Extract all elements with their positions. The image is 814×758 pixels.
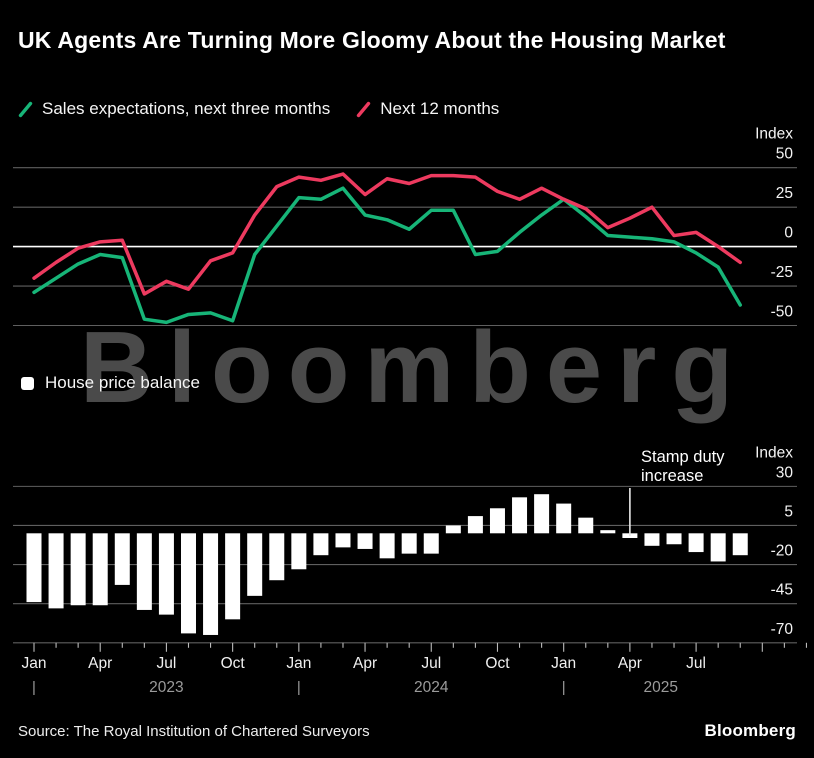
bloomberg-watermark: Bloomberg bbox=[80, 312, 749, 424]
price-balance-bar bbox=[357, 533, 373, 549]
month-label: Apr bbox=[88, 655, 112, 672]
bottom-chart-axis-label: -70 bbox=[771, 621, 794, 638]
top-chart-axis-label: -25 bbox=[771, 264, 793, 281]
stamp-duty-annotation-line2: increase bbox=[641, 467, 704, 485]
price-balance-bar bbox=[92, 533, 108, 606]
source-caption: Source: The Royal Institution of Charter… bbox=[18, 723, 370, 740]
top-chart-axis-label: 50 bbox=[776, 146, 794, 163]
month-label: Oct bbox=[485, 655, 510, 672]
price-balance-bar bbox=[401, 533, 417, 554]
price-balance-bar bbox=[247, 533, 263, 596]
price-balance-bar bbox=[48, 533, 64, 609]
stamp-duty-annotation: Stamp duty increase bbox=[641, 448, 724, 486]
price-balance-bar bbox=[467, 516, 483, 534]
price-balance-bar bbox=[269, 533, 285, 581]
month-label: Oct bbox=[221, 655, 246, 672]
price-balance-bar bbox=[379, 533, 395, 559]
price-balance-bar bbox=[732, 533, 748, 556]
year-separator: | bbox=[297, 679, 301, 696]
pink-slash-icon bbox=[357, 101, 371, 117]
price-balance-bar bbox=[644, 533, 660, 546]
price-balance-bar bbox=[578, 517, 594, 534]
price-balance-bar bbox=[136, 533, 152, 610]
price-balance-bar bbox=[489, 508, 505, 534]
price-balance-bar bbox=[688, 533, 704, 553]
price-balance-bar bbox=[26, 533, 42, 603]
bottom-chart-axis-label: -45 bbox=[771, 582, 793, 599]
price-balance-bar bbox=[666, 533, 682, 545]
white-square-marker bbox=[21, 376, 34, 390]
price-balance-bar bbox=[335, 533, 351, 548]
month-label: Jul bbox=[421, 655, 441, 672]
price-balance-bar bbox=[556, 503, 572, 534]
year-label: 2025 bbox=[644, 679, 678, 696]
year-separator: | bbox=[32, 679, 36, 696]
top-chart-axis-unit-label: Index bbox=[755, 126, 793, 143]
bottom-chart-axis-label: -20 bbox=[771, 543, 794, 560]
bottom-chart-axis-label: 5 bbox=[784, 503, 793, 520]
month-label: Jul bbox=[686, 655, 706, 672]
month-label: Jan bbox=[286, 655, 311, 672]
price-balance-bar bbox=[70, 533, 86, 606]
price-balance-bar bbox=[600, 530, 616, 534]
bottom-chart-legend: House price balance bbox=[21, 373, 200, 393]
top-chart-axis-label: -50 bbox=[771, 304, 794, 321]
price-balance-bar bbox=[423, 533, 439, 554]
legend-label-sales-3m: Sales expectations, next three months bbox=[42, 99, 331, 118]
bottom-chart-axis-label: 30 bbox=[776, 464, 794, 481]
month-label: Jul bbox=[157, 655, 177, 672]
bottom-chart-axis-unit-label: Index bbox=[755, 444, 793, 461]
top-chart-axis-label: 25 bbox=[776, 185, 793, 202]
top-chart-legend: Sales expectations, next three months Ne… bbox=[18, 99, 499, 119]
price-balance-bar bbox=[158, 533, 174, 615]
month-label: Jan bbox=[551, 655, 576, 672]
price-balance-bar bbox=[512, 497, 528, 534]
top-chart-axis-label: 0 bbox=[784, 225, 793, 242]
stamp-duty-annotation-line1: Stamp duty bbox=[641, 448, 725, 466]
legend-item-next-12m: Next 12 months bbox=[356, 99, 499, 119]
legend-label-house-price-balance: House price balance bbox=[45, 373, 200, 392]
sales-expectations-next-three-months-line bbox=[32, 186, 742, 325]
legend-item-sales-3m: Sales expectations, next three months bbox=[18, 99, 330, 119]
price-balance-bar bbox=[180, 533, 196, 634]
price-balance-bar bbox=[114, 533, 130, 585]
price-balance-bar bbox=[710, 533, 726, 562]
month-label: Apr bbox=[618, 655, 642, 672]
price-balance-bar bbox=[203, 533, 219, 635]
price-balance-bar bbox=[225, 533, 241, 620]
year-separator: | bbox=[562, 679, 566, 696]
year-label: 2024 bbox=[414, 679, 449, 696]
year-label: 2023 bbox=[149, 679, 183, 696]
month-label: Apr bbox=[353, 655, 377, 672]
price-balance-bar bbox=[291, 533, 307, 570]
price-balance-bar bbox=[445, 525, 461, 534]
page-title: UK Agents Are Turning More Gloomy About … bbox=[18, 27, 726, 53]
price-balance-bar bbox=[313, 533, 329, 556]
bloomberg-logo: Bloomberg bbox=[704, 721, 796, 740]
price-balance-bar bbox=[534, 494, 550, 534]
next-12-months-line bbox=[32, 172, 742, 296]
green-slash-icon bbox=[18, 101, 33, 117]
month-label: Jan bbox=[22, 655, 47, 672]
legend-label-next-12m: Next 12 months bbox=[380, 99, 500, 118]
